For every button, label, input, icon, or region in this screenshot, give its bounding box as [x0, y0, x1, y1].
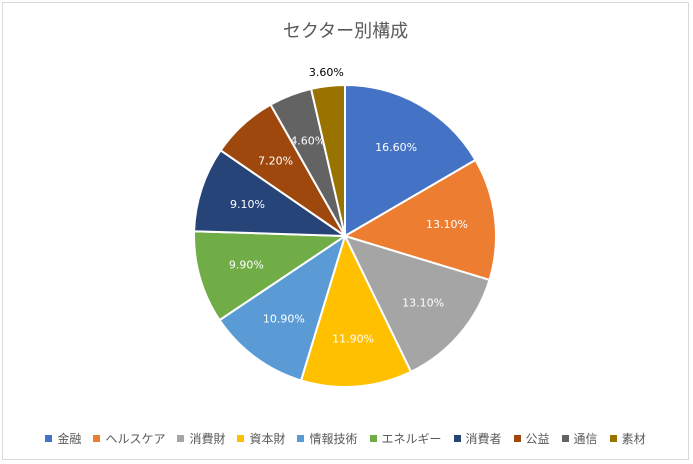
chart-title: セクター別構成: [282, 21, 409, 42]
legend-swatch: [369, 435, 377, 442]
data-label-4: 11.90%: [332, 332, 374, 345]
legend-item-6: エネルギー: [369, 430, 442, 447]
legend-label: 公益: [525, 432, 550, 446]
legend-item-2: ヘルスケア: [93, 430, 165, 447]
legend-swatch: [297, 435, 305, 442]
legend-swatch: [45, 435, 53, 442]
legend-swatch: [609, 435, 617, 442]
legend-label: 資本財: [249, 432, 286, 446]
legend-item-10: 素材: [609, 430, 646, 447]
pie-slice-7: [193, 148, 349, 238]
pie-slice-4: [299, 233, 413, 388]
data-label-10: 3.60%: [309, 66, 344, 79]
legend-item-5: 情報技術: [297, 430, 358, 447]
chart-area: セクター別構成 16.60% 13.10% 13.10% 11.90% 10.90% 9.…: [2, 2, 689, 460]
pie-slice-3: [343, 234, 491, 374]
legend-item-8: 公益: [513, 430, 550, 447]
data-label-8: 7.20%: [258, 154, 293, 167]
legend-item-3: 消費財: [177, 430, 225, 447]
legend-item-4: 資本財: [237, 430, 285, 447]
data-label-7: 9.10%: [230, 198, 265, 211]
legend-swatch: [93, 435, 101, 442]
legend-label: 情報技術: [309, 432, 358, 446]
legend-item-9: 通信: [561, 430, 598, 447]
legend-label: ヘルスケア: [105, 432, 166, 446]
legend-label: 消費者: [465, 432, 502, 446]
legend-swatch: [513, 435, 521, 442]
pie-slice-10: [309, 83, 346, 237]
pie-chart: 16.60% 13.10% 13.10% 11.90% 10.90% 9.90% 9.10%…: [193, 66, 497, 388]
data-label-2: 13.10%: [426, 218, 468, 231]
legend-label: 金融: [57, 432, 82, 446]
data-label-5: 10.90%: [263, 312, 305, 325]
legend-swatch: [177, 435, 185, 442]
legend-swatch: [237, 435, 245, 442]
legend: 金融 ヘルスケア 消費財 資本財 情報技術 エネルギー 消費者 公益 通信 素材: [3, 430, 688, 447]
legend-swatch: [453, 435, 461, 442]
legend-item-7: 消費者: [453, 430, 502, 447]
data-label-3: 13.10%: [402, 297, 444, 310]
pie-slice-2: [342, 158, 497, 282]
legend-label: 素材: [621, 432, 646, 446]
data-label-9: 4.60%: [290, 134, 325, 147]
legend-label: 消費財: [189, 432, 226, 446]
legend-label: 通信: [573, 432, 598, 446]
legend-label: エネルギー: [381, 432, 442, 446]
data-label-6: 9.90%: [229, 258, 264, 271]
pie-slice-5: [218, 233, 347, 382]
data-label-1: 16.60%: [375, 141, 417, 154]
legend-item-1: 金融: [45, 430, 81, 447]
pie-slice-6: [193, 230, 349, 322]
legend-swatch: [561, 435, 569, 442]
pie-slice-1: [344, 83, 477, 238]
